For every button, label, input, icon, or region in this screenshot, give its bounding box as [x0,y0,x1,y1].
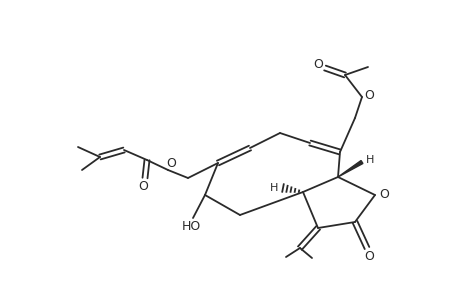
Text: O: O [166,157,175,169]
Text: H: H [269,183,278,193]
Text: O: O [378,188,388,202]
Text: O: O [138,179,148,193]
Text: H: H [365,155,373,165]
Text: HO: HO [181,220,200,233]
Polygon shape [337,160,362,177]
Text: O: O [313,58,322,70]
Text: O: O [363,88,373,101]
Text: O: O [363,250,373,262]
